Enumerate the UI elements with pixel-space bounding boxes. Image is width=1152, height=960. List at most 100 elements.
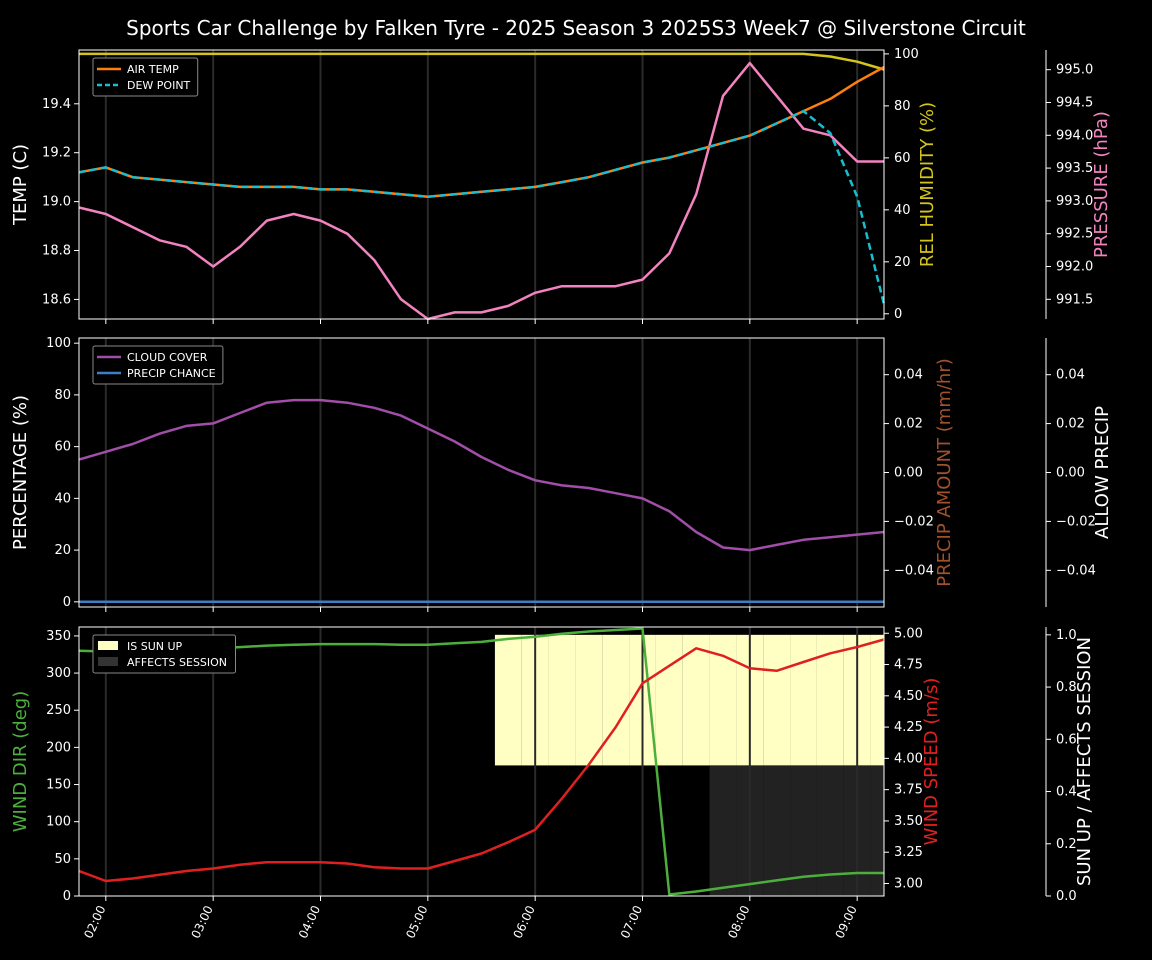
pressure-axis-tick-label: 991.5 (1056, 292, 1093, 307)
humidity-line (79, 52, 885, 71)
y-tick-label: 19.0 (42, 195, 71, 210)
y-axis-label: WIND DIR (deg) (10, 691, 31, 833)
dew-point-line (78, 109, 886, 305)
plot-frame (78, 626, 885, 897)
sun-up-bar (602, 634, 630, 766)
pressure-line (78, 61, 884, 321)
y-tick-label: 150 (46, 778, 71, 793)
legend-label: CLOUD COVER (127, 351, 208, 364)
sun-up-bar (682, 634, 710, 766)
cloud-cover-line (78, 398, 885, 552)
allow-precip-axis-tick-label: −0.04 (1056, 563, 1096, 578)
sun-affects-axis-tick-label: 0.8 (1056, 680, 1077, 695)
y-tick-label: 250 (46, 703, 71, 718)
precip-amount-axis-label: PRECIP AMOUNT (mm/hr) (934, 358, 955, 587)
wind-speed-axis-tick-label: 4.75 (894, 658, 923, 673)
allow-precip-axis-tick-label: −0.02 (1056, 514, 1096, 529)
pressure-axis-tick-label: 992.5 (1056, 227, 1093, 242)
y-tick-label: 20 (54, 543, 71, 558)
sun-affects-axis-label: SUN UP / AFFECTS SESSION (1074, 637, 1095, 886)
wind-speed-axis-tick-label: 3.00 (894, 876, 923, 891)
y-tick-label: 50 (54, 852, 71, 867)
legend-label: DEW POINT (127, 79, 191, 92)
sun-affects-axis-tick-label: 1.0 (1056, 628, 1077, 643)
y-tick-label: 19.4 (42, 97, 71, 112)
humidity-axis-label: REL HUMIDITY (%) (917, 102, 938, 267)
sun-affects-axis-tick-label: 0.4 (1056, 785, 1077, 800)
plot-frame (78, 49, 885, 320)
affects-session-bar (763, 765, 791, 896)
sun-affects-axis-tick-label: 0.6 (1056, 732, 1077, 747)
legend-label: IS SUN UP (127, 640, 183, 653)
affects-session-bar (870, 765, 884, 896)
humidity-axis-tick-label: 80 (894, 99, 911, 114)
humidity-axis-tick-label: 20 (894, 255, 911, 270)
legend-label: AIR TEMP (127, 63, 179, 76)
precip-amount-axis-tick-label: 0.04 (894, 368, 923, 383)
wind-speed-axis-tick-label: 3.75 (894, 783, 923, 798)
y-tick-label: 100 (46, 815, 71, 830)
sun-up-bar (870, 634, 884, 766)
allow-precip-axis-tick-label: 0.04 (1056, 368, 1085, 383)
legend-label: PRECIP CHANCE (127, 367, 216, 380)
sun-affects-axis-tick-label: 0.0 (1056, 889, 1077, 904)
wind-speed-axis-tick-label: 3.25 (894, 845, 923, 860)
sun-up-bar (655, 634, 683, 766)
y-tick-label: 200 (46, 740, 71, 755)
wind-speed-axis-tick-label: 5.00 (894, 626, 923, 641)
y-tick-label: 60 (54, 440, 71, 455)
pressure-axis-tick-label: 993.5 (1056, 161, 1093, 176)
humidity-axis-tick-label: 0 (894, 307, 902, 322)
sun-up-bar (548, 634, 576, 766)
y-tick-label: 300 (46, 666, 71, 681)
wind-speed-axis-tick-label: 4.25 (894, 720, 923, 735)
y-axis-label: TEMP (C) (10, 144, 31, 226)
wind-speed-line (78, 638, 885, 883)
sun-up-bar (494, 634, 522, 766)
legend-swatch (98, 657, 118, 666)
y-tick-label: 40 (54, 491, 71, 506)
pressure-axis-tick-label: 994.0 (1056, 128, 1093, 143)
y-axis-label: PERCENTAGE (%) (10, 395, 31, 550)
precip-amount-axis-tick-label: 0.02 (894, 417, 923, 432)
y-tick-label: 100 (46, 336, 71, 351)
sun-up-bar (790, 634, 817, 766)
y-tick-label: 350 (46, 629, 71, 644)
legend-box (92, 57, 199, 97)
sun-affects-axis-tick-label: 0.2 (1056, 837, 1077, 852)
pressure-axis-tick-label: 995.0 (1056, 63, 1093, 78)
allow-precip-axis-tick-label: 0.02 (1056, 417, 1085, 432)
affects-session-bar (790, 765, 817, 896)
y-tick-label: 18.8 (42, 244, 71, 259)
humidity-axis-tick-label: 100 (894, 47, 919, 62)
y-tick-label: 80 (54, 388, 71, 403)
pressure-axis-tick-label: 994.5 (1056, 95, 1093, 110)
precip-amount-axis-tick-label: −0.02 (894, 514, 934, 529)
y-tick-label: 0 (63, 889, 71, 904)
humidity-axis-tick-label: 60 (894, 151, 911, 166)
wind-speed-axis-tick-label: 3.50 (894, 814, 923, 829)
wind-speed-axis-tick-label: 4.00 (894, 751, 923, 766)
humidity-axis-tick-label: 40 (894, 203, 911, 218)
wind-speed-axis-tick-label: 4.50 (894, 689, 923, 704)
legend-label: AFFECTS SESSION (127, 656, 227, 669)
sun-up-bar (763, 634, 791, 766)
pressure-axis-tick-label: 993.0 (1056, 194, 1093, 209)
precip-amount-axis-tick-label: −0.04 (894, 563, 934, 578)
legend-box (92, 345, 224, 385)
pressure-axis-label: PRESSURE (hPa) (1091, 111, 1112, 258)
pressure-axis-tick-label: 992.0 (1056, 260, 1093, 275)
y-tick-label: 0 (63, 595, 71, 610)
chart-title: Sports Car Challenge by Falken Tyre - 20… (126, 16, 1026, 40)
y-tick-label: 18.6 (42, 292, 71, 307)
legend-box (92, 634, 236, 674)
y-tick-label: 19.2 (42, 146, 71, 161)
sun-up-bar (575, 634, 603, 766)
affects-session-bar (709, 765, 737, 896)
legend-swatch (98, 641, 118, 650)
precip-amount-axis-tick-label: 0.00 (894, 466, 923, 481)
allow-precip-axis-label: ALLOW PRECIP (1092, 406, 1113, 539)
wind-speed-axis-label: WIND SPEED (m/s) (921, 678, 942, 846)
